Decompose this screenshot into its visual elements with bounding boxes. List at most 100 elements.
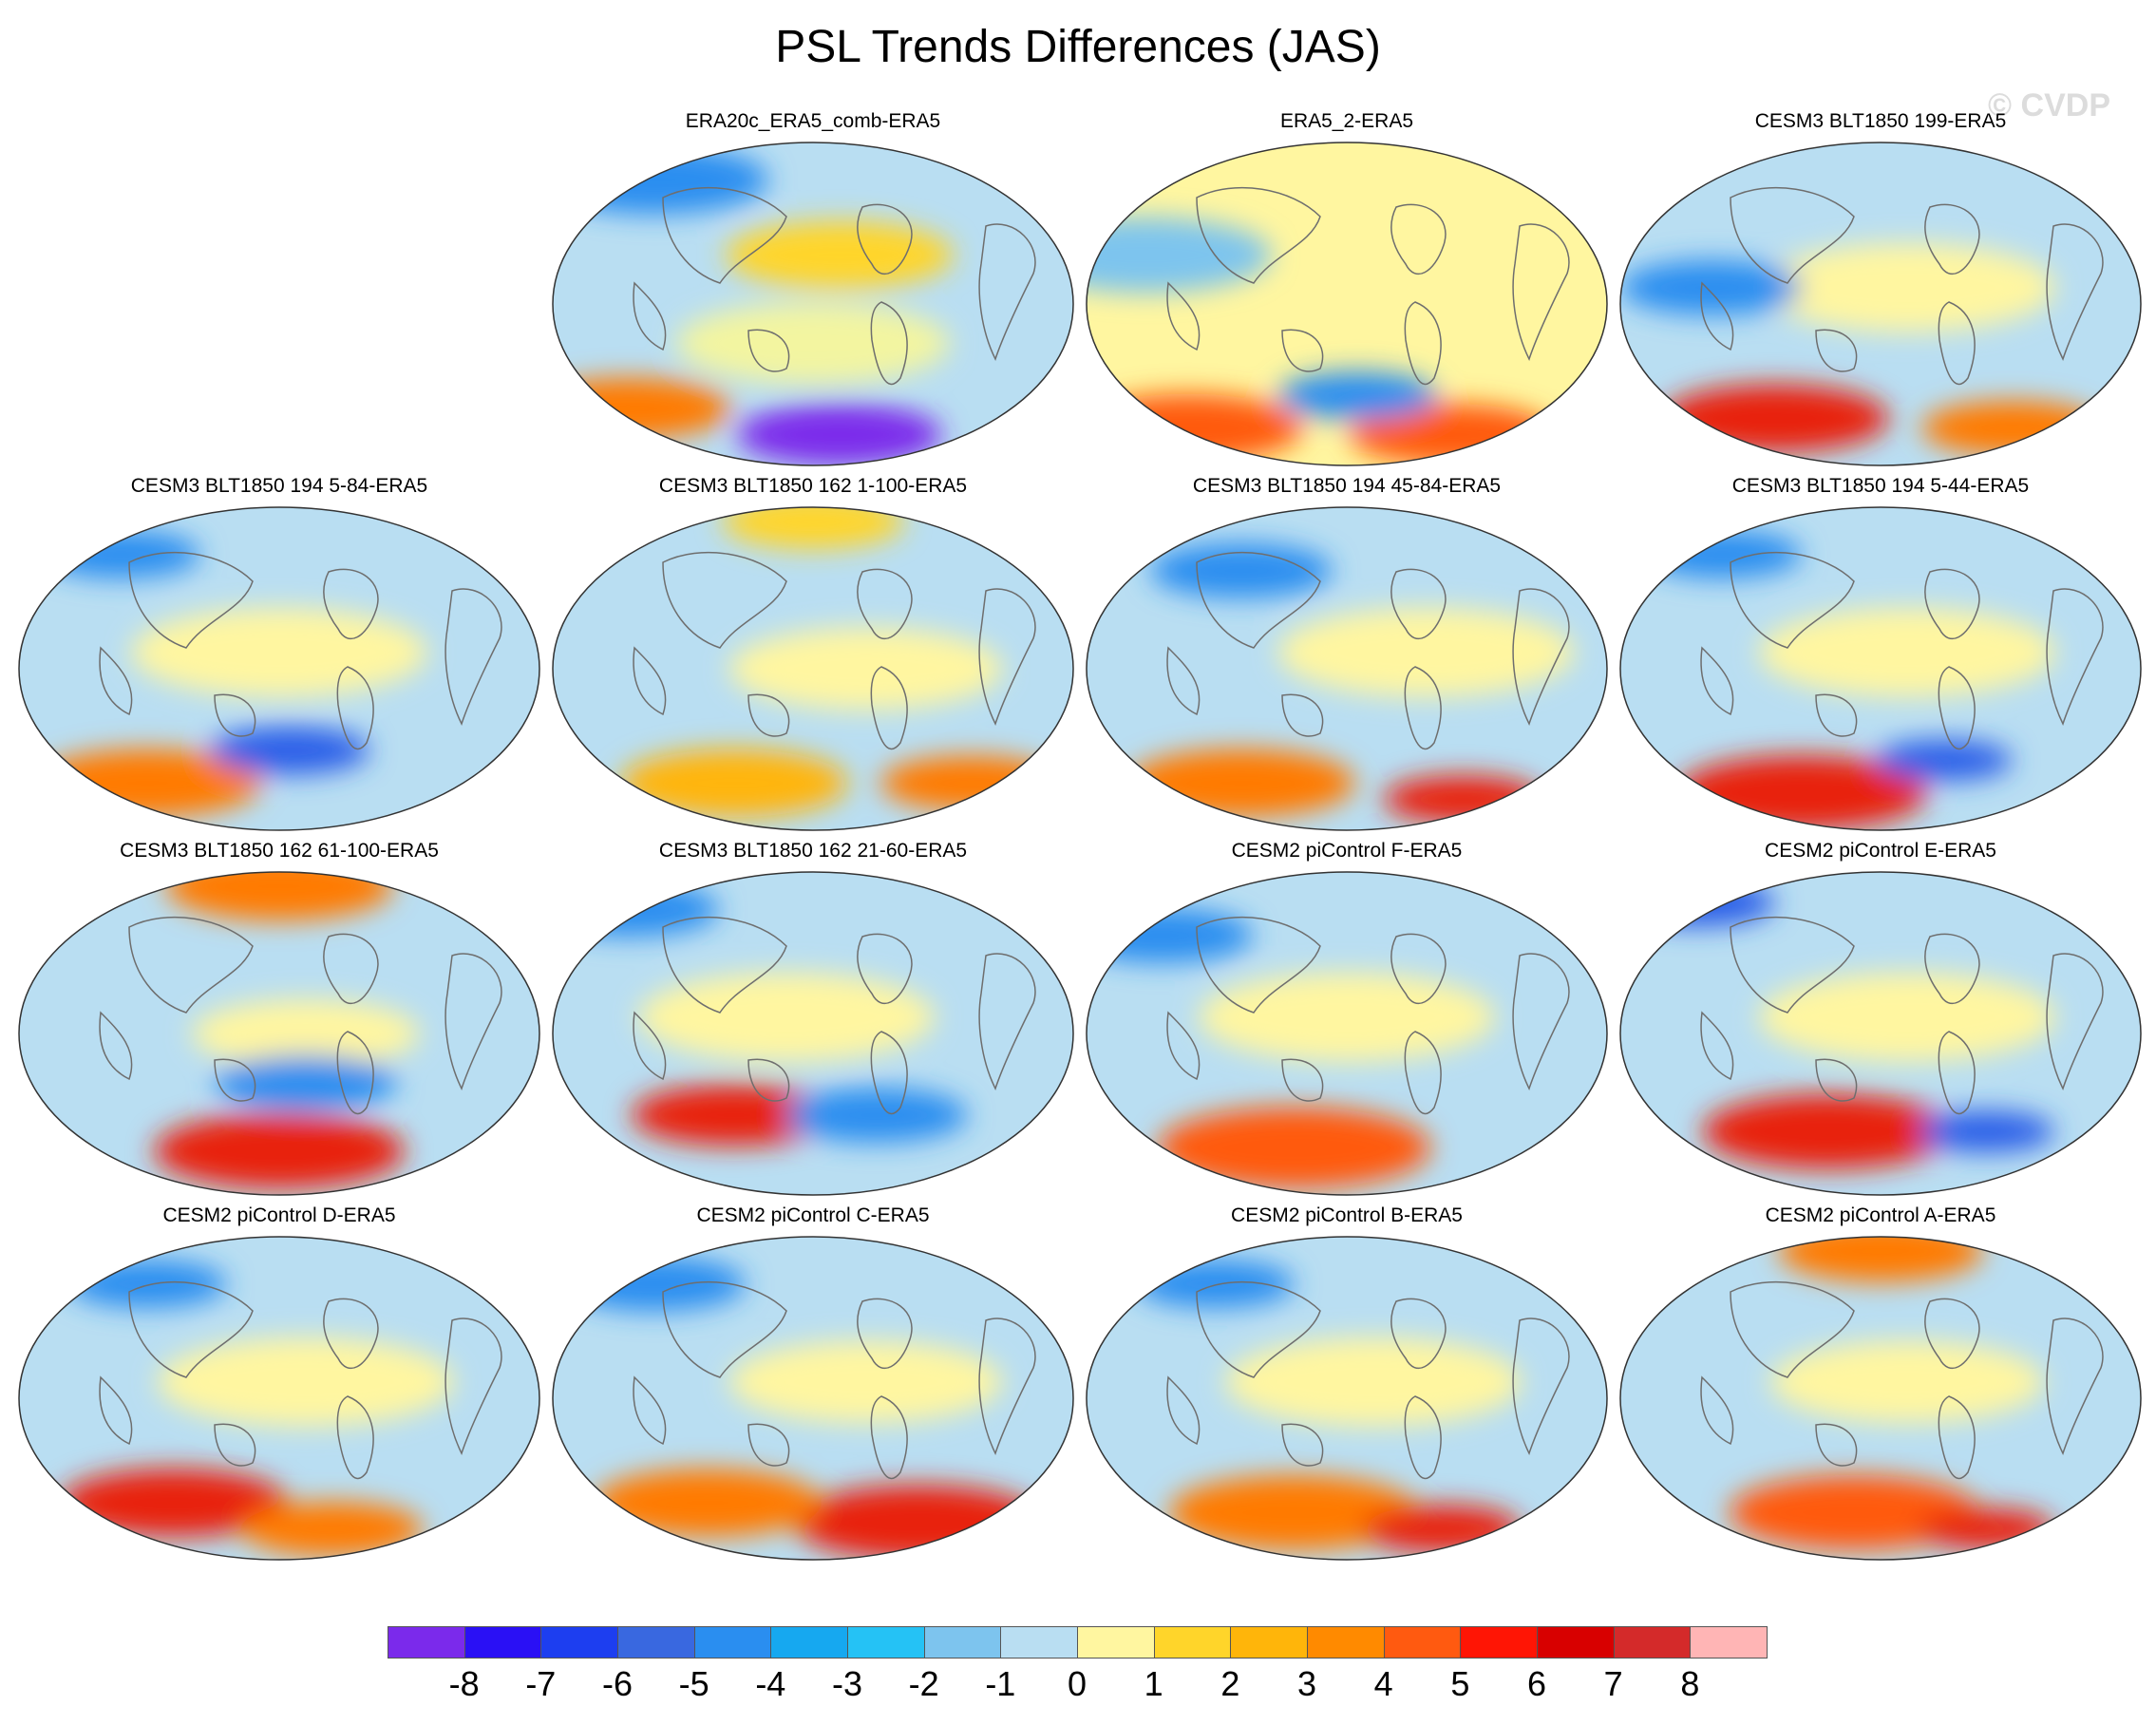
coastline	[662, 1280, 787, 1378]
coastline	[2046, 588, 2104, 726]
global-map	[1619, 1236, 2142, 1561]
colorbar-box	[1077, 1626, 1155, 1659]
panel-title: CESM3 BLT1850 194 5-84-ERA5	[130, 475, 428, 497]
map-border	[1086, 142, 1608, 466]
colorbar-box	[1000, 1626, 1078, 1659]
coastline	[1390, 1298, 1447, 1370]
coastline	[1700, 1375, 1734, 1446]
map-border	[1619, 871, 2142, 1196]
anomaly-region	[1383, 775, 1543, 824]
coastline	[633, 1011, 667, 1081]
coastline	[747, 1058, 790, 1102]
coastline	[662, 916, 787, 1014]
map-panel: CESM3 BLT1850 199-ERA5	[1617, 110, 2145, 469]
colorbar-tick-label: -4	[755, 1664, 786, 1703]
anomaly-region	[165, 872, 393, 921]
map-panel: CESM2 piControl B-ERA5	[1083, 1204, 1611, 1564]
map-border	[1086, 871, 1608, 1196]
colorbar-box	[388, 1626, 465, 1659]
anomaly-region	[1758, 608, 2055, 697]
anomaly-region	[1149, 543, 1333, 598]
anomaly-region	[553, 145, 769, 215]
global-map	[1086, 142, 1608, 466]
map-border	[1086, 506, 1608, 831]
colorbar-tick-label: 2	[1220, 1664, 1240, 1703]
anomaly-region	[879, 755, 1063, 811]
global-map	[1086, 871, 1608, 1196]
global-map	[552, 506, 1074, 831]
anomaly-region	[728, 627, 1003, 711]
coastline	[1404, 666, 1442, 750]
coastline	[214, 693, 256, 737]
global-map	[552, 871, 1074, 1196]
coastline	[444, 1317, 502, 1455]
colorbar-box	[1153, 1626, 1232, 1659]
panel-title: CESM3 BLT1850 162 61-100-ERA5	[120, 840, 439, 862]
colorbar-tick-label: 4	[1373, 1664, 1393, 1703]
map-border	[552, 506, 1074, 831]
coastline	[1730, 551, 1855, 649]
coastline	[1196, 186, 1321, 284]
anomaly-region	[1087, 217, 1272, 293]
colorbar-tick-label: 6	[1526, 1664, 1547, 1703]
map-panel: CESM3 BLT1850 194 5-44-ERA5	[1617, 475, 2145, 834]
coastline	[662, 551, 787, 649]
colorbar-box	[1613, 1626, 1692, 1659]
anomaly-region	[638, 973, 936, 1062]
coastline	[870, 301, 908, 386]
colorbar-tick-label: -7	[525, 1664, 557, 1703]
colorbar-box	[847, 1626, 925, 1659]
global-map	[1086, 506, 1608, 831]
coastline	[662, 186, 787, 284]
coastline	[978, 1317, 1036, 1455]
coastline	[857, 568, 913, 640]
colorbar-box	[1460, 1626, 1538, 1659]
map-border	[552, 142, 1074, 466]
coastline	[1938, 1031, 1976, 1115]
coastline	[857, 933, 913, 1005]
map-panel: ERA20c_ERA5_comb-ERA5	[549, 110, 1077, 469]
colorbar-box	[770, 1626, 848, 1659]
coastline	[1166, 646, 1201, 716]
anomaly-region	[736, 404, 942, 465]
coastline	[323, 568, 379, 640]
coastline	[1700, 646, 1734, 716]
coastline	[1404, 301, 1442, 386]
panel-title: CESM3 BLT1850 162 1-100-ERA5	[658, 475, 968, 497]
panel-title: CESM3 BLT1850 199-ERA5	[1754, 110, 2007, 132]
anomaly-region	[593, 1469, 822, 1538]
anomaly-region	[154, 1113, 405, 1189]
anomaly-region	[41, 530, 201, 578]
map-border	[1619, 1236, 2142, 1561]
coastline	[1512, 223, 1570, 361]
coastline	[1700, 1011, 1734, 1081]
coastline	[1166, 1011, 1201, 1081]
coastline	[128, 551, 254, 649]
coastline	[1281, 329, 1324, 372]
coastline	[1512, 1317, 1570, 1455]
map-panel: CESM2 piControl A-ERA5	[1617, 1204, 2145, 1564]
colorbar-tick-label: 8	[1680, 1664, 1700, 1703]
anomaly-region	[1135, 1260, 1295, 1308]
colorbar-box	[1307, 1626, 1385, 1659]
coastline	[1730, 916, 1855, 1014]
coastline	[633, 1375, 667, 1446]
panel-title: CESM3 BLT1850 194 45-84-ERA5	[1192, 475, 1502, 497]
coastline	[870, 1395, 908, 1480]
anomaly-region	[214, 1054, 397, 1110]
coastline	[1815, 329, 1858, 372]
anomaly-region	[1921, 400, 2104, 456]
panel-title: CESM2 piControl B-ERA5	[1231, 1204, 1463, 1226]
anomaly-region	[240, 1501, 424, 1557]
coastline	[1924, 203, 1980, 275]
colorbar-tick-label: -5	[678, 1664, 709, 1703]
colorbar-box	[1690, 1626, 1768, 1659]
anomaly-region	[1277, 371, 1438, 420]
map-panel: CESM3 BLT1850 194 45-84-ERA5	[1083, 475, 1611, 834]
coastline	[99, 1375, 133, 1446]
global-map	[1619, 871, 2142, 1196]
colorbar-box	[1383, 1626, 1462, 1659]
coastline	[978, 588, 1036, 726]
colorbar-box	[1230, 1626, 1308, 1659]
coastline	[1938, 666, 1976, 750]
